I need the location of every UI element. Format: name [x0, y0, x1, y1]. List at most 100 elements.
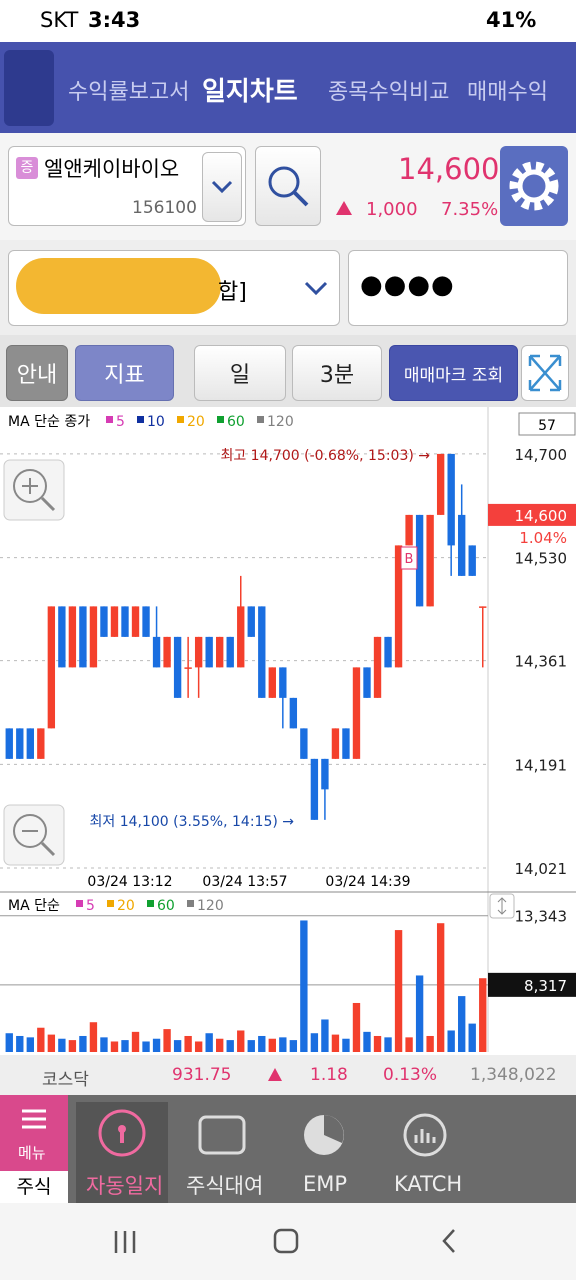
volume-bar [415, 975, 424, 1052]
volume-bar [373, 1035, 382, 1052]
menu-button[interactable] [0, 1095, 68, 1171]
password-box[interactable] [348, 250, 568, 326]
candle-body [331, 728, 340, 759]
gear-icon [509, 161, 559, 211]
expand-button[interactable] [521, 345, 569, 401]
candle-body [5, 728, 13, 759]
interval-button[interactable]: 3분 [292, 345, 382, 401]
legend-label: 10 [147, 414, 165, 430]
candle-body [68, 606, 77, 668]
volume-bar [289, 1040, 298, 1052]
candle-body [16, 728, 24, 759]
price: 14,600 [398, 152, 500, 186]
candle-body [26, 728, 34, 759]
system-nav-icons [114, 1228, 455, 1254]
volume-bar [58, 1038, 66, 1052]
tab[interactable]: 종목수익비교 [328, 80, 450, 105]
search-icon [268, 166, 309, 207]
volume-bar [394, 930, 403, 1052]
indicator-button[interactable]: 지표 [75, 345, 174, 401]
volume-bar [5, 1033, 13, 1052]
candle-body [342, 728, 350, 759]
volume-bar [447, 1030, 455, 1052]
volume-bar [184, 1035, 192, 1052]
dropdown[interactable] [202, 152, 242, 222]
x-label: 03/24 14:39 [325, 874, 410, 890]
nav-icons [98, 1109, 447, 1157]
up-arrow [336, 201, 352, 215]
up-arrow [268, 1068, 282, 1081]
volume-bar [131, 1031, 140, 1052]
candle-body [194, 636, 203, 668]
volume-bar [479, 978, 487, 1052]
candle-body [142, 606, 150, 637]
legend-swatch [137, 416, 144, 423]
volume-bar [205, 1033, 213, 1052]
trade-marker: B [405, 552, 414, 567]
legend-label: 120 [267, 414, 294, 430]
candle-body [321, 758, 329, 790]
current-price: 14,600 [515, 507, 568, 525]
expand-icon [528, 354, 562, 392]
volume-bar [310, 1033, 319, 1052]
legend-swatch [177, 416, 184, 423]
candle-body [163, 636, 171, 668]
search-button[interactable] [255, 146, 321, 226]
back-button[interactable] [4, 50, 54, 126]
nav-tab[interactable]: 주식 [0, 1171, 68, 1203]
candle-body [89, 606, 98, 668]
nav-item[interactable]: EMP [303, 1172, 348, 1196]
volume-bar [258, 1035, 266, 1052]
candle-body [37, 728, 45, 759]
rate: 7.35% [441, 199, 499, 220]
candle-body [468, 545, 476, 576]
volume-bar [100, 1037, 108, 1052]
tab[interactable]: 매매수익 [467, 80, 548, 105]
nav-item[interactable]: 자동일지 [86, 1174, 164, 1198]
volume-bar [436, 923, 445, 1052]
candle-body [352, 667, 361, 759]
tab-bar [0, 42, 576, 133]
candle-body [479, 606, 487, 608]
battery: 41% [486, 8, 537, 32]
settings-button[interactable] [500, 146, 568, 226]
nav-item[interactable]: KATCH [394, 1172, 463, 1196]
index-name: 코스닥 [42, 1070, 89, 1090]
index-rate: 0.13% [383, 1065, 438, 1085]
max-note: 최고 14,700 (-0.68%, 15:03) → [220, 448, 430, 464]
period-button[interactable]: 일 [194, 345, 286, 401]
tab-active[interactable]: 일지차트 [202, 77, 298, 107]
carrier: SKT [40, 8, 79, 32]
nav-item[interactable]: 주식대여 [186, 1174, 264, 1198]
volume-bar [89, 1022, 98, 1052]
volume-bar [363, 1031, 371, 1052]
volume-bar [405, 1037, 413, 1052]
zoom-icon [40, 841, 56, 857]
candle-body [363, 667, 371, 698]
count-label: 57 [538, 418, 556, 434]
legend-label: 20 [187, 414, 205, 430]
legend-swatch [76, 900, 83, 907]
volume-bar [173, 1040, 182, 1052]
volume-bar [342, 1038, 350, 1052]
y-tick-label: 14,361 [515, 653, 568, 671]
volume-bar [300, 920, 308, 1052]
trade-mark-button[interactable]: 매매마크 조회 [389, 345, 518, 401]
legend-label: 20 [117, 898, 135, 914]
tab[interactable]: 수익률보고서 [68, 80, 190, 105]
zoom-icon [13, 469, 47, 503]
zoom-button [3, 459, 65, 521]
y-tick-label: 8,317 [524, 977, 567, 995]
guide-button[interactable]: 안내 [6, 345, 68, 401]
legend-label: 5 [86, 898, 95, 914]
volume-bar [384, 1037, 392, 1052]
candle-body [289, 697, 298, 729]
legend-swatch [187, 900, 194, 907]
candle-body [415, 514, 424, 607]
y-tick-label: 14,191 [515, 756, 568, 774]
redaction [16, 258, 221, 314]
volume-bar [268, 1038, 276, 1052]
candle-body [394, 545, 403, 668]
volume-bar [458, 996, 466, 1052]
